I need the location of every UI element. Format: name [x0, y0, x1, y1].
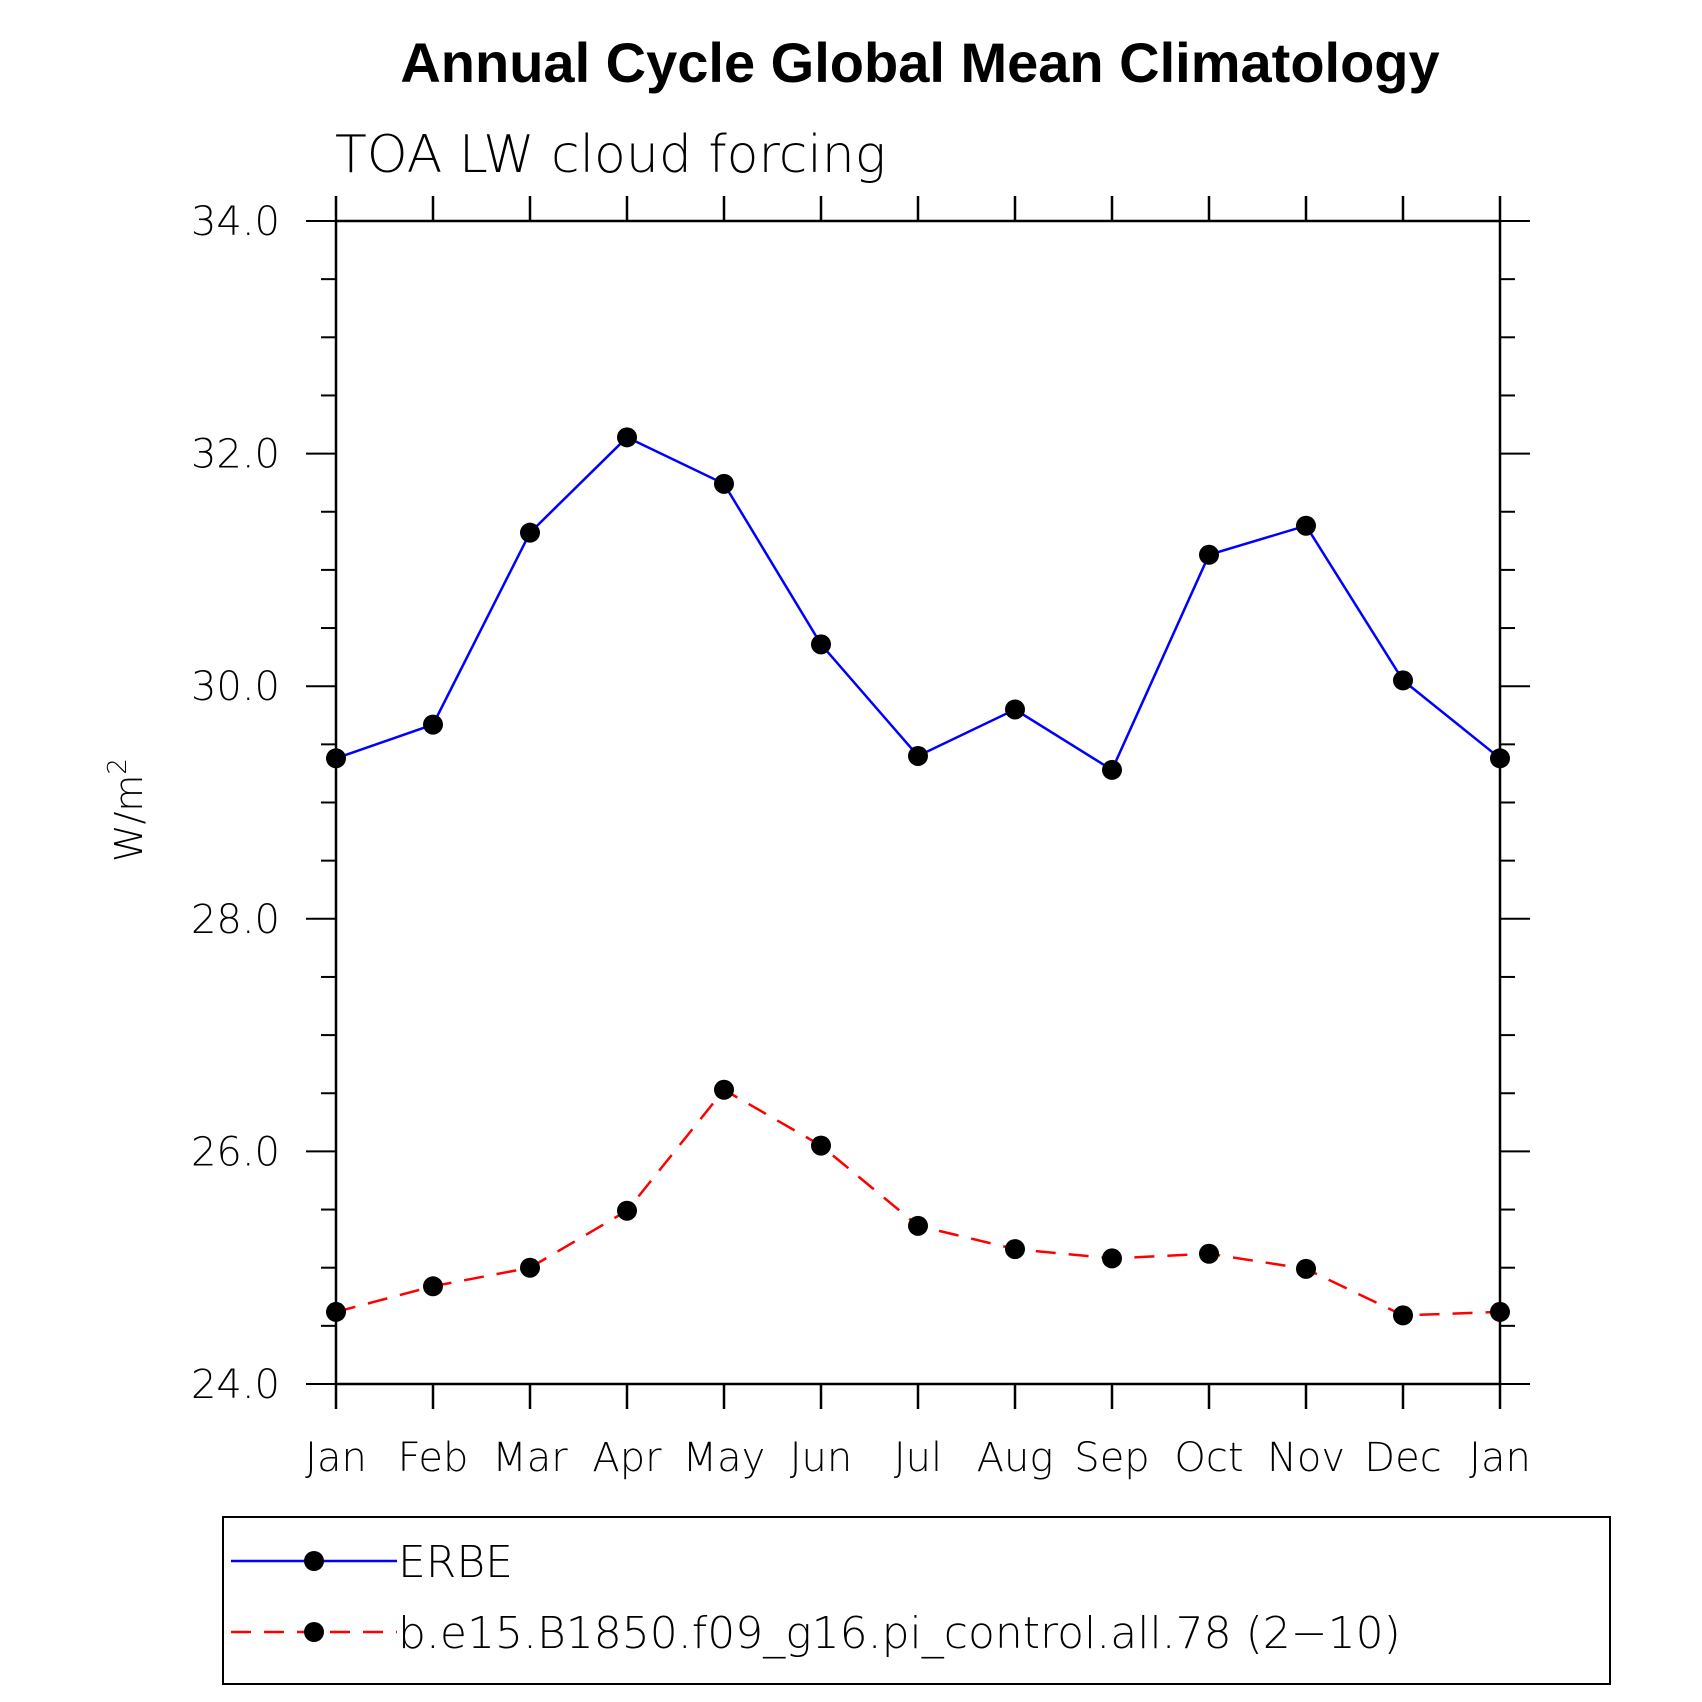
series-1-point — [811, 1135, 831, 1156]
x-tick-label: Aug — [977, 1435, 1054, 1481]
y-tick-label: 26.0 — [191, 1129, 280, 1175]
series-1-point — [1005, 1239, 1025, 1260]
legend-box — [222, 1516, 1611, 1685]
x-tick-label: Jan — [1469, 1435, 1531, 1481]
chart-subtitle: TOA LW cloud forcing — [335, 125, 886, 185]
series-1-point — [423, 1276, 443, 1297]
x-tick-label: Sep — [1074, 1435, 1149, 1481]
x-tick-label: Jul — [894, 1435, 942, 1481]
series-layer — [326, 427, 1510, 1326]
y-tick-label: 24.0 — [191, 1362, 280, 1408]
y-axis-label: W/m — [107, 775, 151, 862]
series-1-point — [1102, 1248, 1122, 1269]
x-tick-label: Oct — [1174, 1435, 1243, 1481]
series-1-point — [520, 1257, 540, 1278]
series-0-point — [1005, 699, 1025, 720]
x-tick-labels: Jan Feb Mar Apr May Jun Jul Aug Sep Oct Nov Dec Jan — [305, 1435, 1531, 1481]
series-1-point — [326, 1301, 346, 1322]
series-0-point — [520, 522, 540, 543]
series-1-point — [1199, 1243, 1219, 1264]
x-tick-label: Apr — [592, 1435, 662, 1481]
x-tick-label: Jan — [305, 1435, 367, 1481]
plot-frame — [334, 219, 1502, 1386]
x-tick-label: May — [683, 1435, 766, 1481]
y-tick-label: 28.0 — [191, 897, 280, 943]
x-tick-label: Jun — [790, 1435, 853, 1481]
legend-marker-model — [304, 1622, 324, 1642]
y-axis-label-superscript: 2 — [103, 758, 133, 775]
legend: ERBE b.e15.B1850.f09_g16.pi_control.all.… — [222, 1516, 1611, 1685]
x-tick-label: Mar — [492, 1435, 568, 1481]
series-0-point — [1490, 748, 1510, 769]
series-0-point — [1199, 544, 1219, 565]
y-tick-label: 30.0 — [191, 664, 280, 710]
series-0-point — [423, 714, 443, 735]
series-0-point — [1393, 670, 1413, 691]
y-tick-label: 34.0 — [191, 199, 280, 245]
series-line-1 — [335, 1088, 1501, 1317]
svg-text:W/m2: W/m2 — [103, 758, 151, 862]
series-1-point — [1296, 1258, 1316, 1279]
series-1-point — [714, 1079, 734, 1100]
series-0-point — [714, 473, 734, 494]
legend-label-model: b.e15.B1850.f09_g16.pi_control.all.78 (2… — [398, 1608, 1401, 1659]
series-0-point — [326, 748, 346, 769]
series-0-point — [1296, 515, 1316, 536]
series-0-point — [811, 634, 831, 655]
series-0-point — [1102, 759, 1122, 780]
x-tick-label: Feb — [398, 1435, 469, 1481]
series-1-point — [1393, 1305, 1413, 1326]
series-1-point — [1490, 1301, 1510, 1322]
x-tick-label: Nov — [1267, 1435, 1345, 1481]
chart-title: Annual Cycle Global Mean Climatology — [400, 31, 1439, 94]
legend-label-erbe: ERBE — [398, 1537, 513, 1588]
x-tick-label: Dec — [1364, 1435, 1441, 1481]
series-line-0 — [335, 435, 1501, 772]
series-0-point — [617, 427, 637, 448]
y-axis-title: W/m2 — [103, 758, 151, 862]
axis-ticks — [306, 196, 1530, 1409]
series-1-point — [908, 1215, 928, 1236]
series-1-point — [617, 1200, 637, 1221]
y-tick-label: 32.0 — [191, 432, 280, 478]
series-0-point — [908, 745, 928, 766]
legend-marker-erbe — [304, 1551, 324, 1571]
y-tick-labels: 24.0 26.0 28.0 30.0 32.0 34.0 — [191, 199, 280, 1408]
